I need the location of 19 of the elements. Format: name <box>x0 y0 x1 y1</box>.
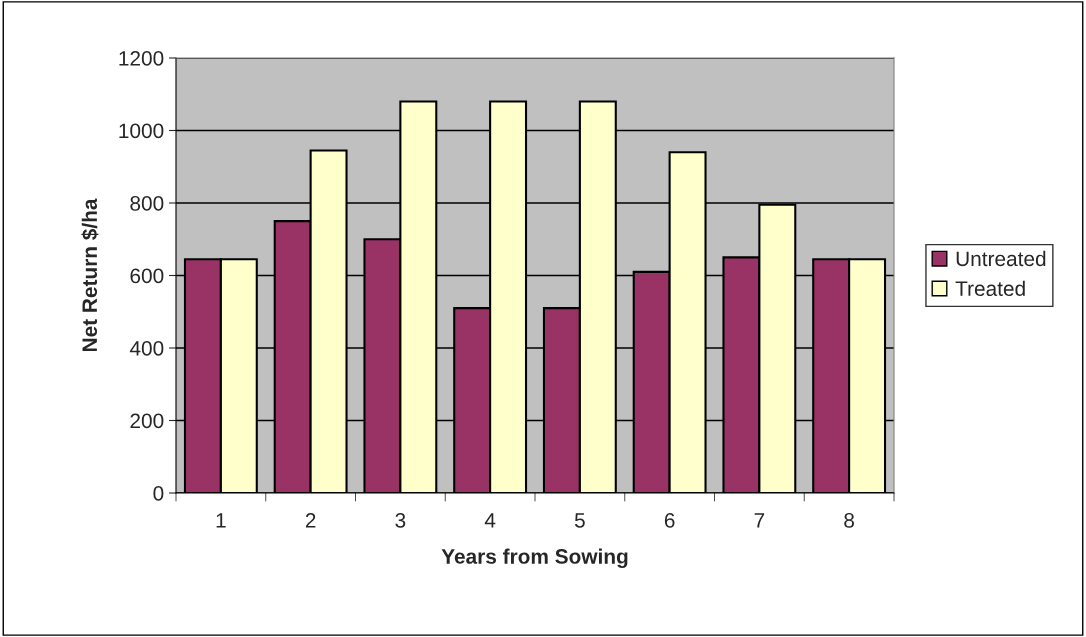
legend-label: Treated <box>955 280 1025 297</box>
y-tick-label: 1200 <box>119 51 164 66</box>
x-tick-label: 8 <box>844 512 855 528</box>
x-tick-label: 1 <box>216 513 226 528</box>
x-axis-title: Years from Sowing <box>441 548 628 569</box>
x-tick-label: 4 <box>484 513 496 528</box>
x-tick-label: 6 <box>664 512 675 528</box>
x-tick-label: 3 <box>395 512 406 528</box>
y-tick-label: 200 <box>130 413 164 429</box>
y-tick-label: 400 <box>129 341 164 356</box>
x-tick-label: 7 <box>754 513 765 528</box>
y-tick-label: 600 <box>130 268 164 284</box>
x-tick-label: 5 <box>574 513 585 528</box>
y-tick-label: 800 <box>130 196 164 211</box>
legend-label: Untreated <box>956 250 1046 267</box>
y-tick-label: 1000 <box>119 123 164 139</box>
y-tick-label: 0 <box>153 486 164 501</box>
x-tick-label: 2 <box>305 512 316 528</box>
y-axis-title: Net Return $/ha <box>81 198 99 352</box>
